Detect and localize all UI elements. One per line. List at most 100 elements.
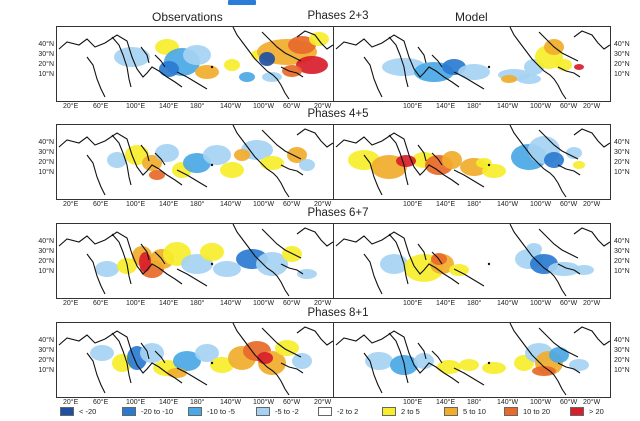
- longitude-label: 20°W: [314, 103, 332, 110]
- longitude-label: 20°E: [63, 399, 79, 406]
- longitude-label: 140°W: [497, 300, 519, 307]
- anomaly-blob: [299, 159, 315, 171]
- latitude-label: 20°N: [614, 61, 630, 68]
- latitude-label: 20°N: [614, 357, 630, 364]
- longitude-label: 60°W: [283, 399, 301, 406]
- legend-label: < -20: [79, 406, 97, 416]
- latitude-label: 40°N: [614, 41, 630, 48]
- anomaly-blob: [200, 243, 224, 261]
- longitude-label: 60°W: [283, 300, 301, 307]
- anomaly-blob: [257, 352, 273, 364]
- longitude-label: 60°E: [93, 300, 109, 307]
- longitude-label: 140°E: [436, 399, 456, 406]
- anomaly-blob: [501, 75, 517, 83]
- longitude-label: 100°E: [126, 103, 146, 110]
- latitude-labels: 40°N 30°N 20°N 10°N: [614, 336, 630, 376]
- longitude-label: 180°: [467, 201, 482, 208]
- anomaly-blob: [183, 45, 211, 65]
- legend-swatch: [570, 406, 584, 416]
- legend-swatch: [382, 406, 396, 416]
- latitude-label: 10°N: [38, 268, 54, 275]
- coastline: [335, 224, 610, 297]
- map-panel-observations-row3: [56, 223, 334, 299]
- anomaly-blob: [210, 357, 234, 373]
- longitude-label: 20°W: [583, 300, 601, 307]
- anomaly-blob: [173, 351, 201, 371]
- map-panel-observations-row2: [56, 124, 334, 200]
- anomaly-blob: [213, 261, 241, 277]
- longitude-label: 100°E: [403, 300, 423, 307]
- longitude-labels: 20°E 60°E 100°E 140°E 180° 140°W 100°W 60°W 20°W: [56, 399, 334, 409]
- latitude-label: 20°N: [38, 357, 54, 364]
- longitude-label: 20°W: [314, 399, 332, 406]
- anomaly-blob: [532, 366, 556, 376]
- anomaly-blob: [556, 59, 572, 71]
- anomaly-blob: [142, 155, 162, 171]
- legend-item: < -20: [60, 404, 96, 418]
- legend-item: -5 to -2: [256, 404, 299, 418]
- longitude-label: 100°W: [253, 201, 275, 208]
- latitude-labels: 40°N 30°N 20°N 10°N: [614, 138, 630, 178]
- legend-label: 5 to 10: [463, 406, 486, 416]
- legend-swatch: [504, 406, 518, 416]
- latitude-label: 40°N: [38, 238, 54, 245]
- latitude-label: 30°N: [614, 248, 630, 255]
- anomaly-blob: [139, 252, 151, 272]
- coastline: [58, 224, 333, 297]
- anomaly-blob: [288, 36, 316, 54]
- anomaly-blob: [234, 149, 250, 161]
- anomaly-blob: [262, 72, 282, 82]
- anomaly-blob: [259, 52, 275, 66]
- anomaly-blob: [458, 64, 490, 80]
- anomaly-blob: [459, 359, 479, 371]
- latitude-label: 10°N: [614, 367, 630, 374]
- anomaly-blob: [95, 261, 119, 277]
- coastline: [58, 323, 333, 396]
- longitude-label: 180°: [467, 399, 482, 406]
- anomaly-blob: [155, 144, 179, 162]
- legend-label: 2 to 5: [401, 406, 420, 416]
- anomaly-blob: [287, 147, 307, 163]
- latitude-label: 40°N: [614, 337, 630, 344]
- longitude-label: 140°E: [159, 300, 179, 307]
- latitude-labels: 40°N 30°N 20°N 10°N: [614, 40, 630, 80]
- longitude-label: 100°E: [126, 300, 146, 307]
- legend-item: 10 to 20: [504, 404, 550, 418]
- anomaly-field: [335, 125, 610, 198]
- map-panel-observations-row1: [56, 26, 334, 102]
- map-panel-model-row4: [333, 322, 611, 398]
- longitude-label: 100°W: [530, 399, 552, 406]
- island-marker: [487, 65, 491, 69]
- latitude-label: 10°N: [38, 71, 54, 78]
- coastline: [335, 323, 610, 396]
- anomaly-blob: [573, 161, 585, 169]
- latitude-label: 10°N: [38, 169, 54, 176]
- anomaly-field: [58, 125, 333, 198]
- longitude-label: 20°W: [314, 201, 332, 208]
- anomaly-blob: [548, 262, 580, 276]
- longitude-label: 140°E: [436, 201, 456, 208]
- latitude-label: 40°N: [38, 139, 54, 146]
- coastline: [58, 27, 333, 100]
- longitude-labels: 100°E 140°E 180° 140°W 100°W 60°W 20°W: [333, 201, 611, 211]
- latitude-labels: 40°N 30°N 20°N 10°N: [28, 40, 54, 80]
- coastline: [58, 125, 333, 198]
- anomaly-blob: [549, 347, 569, 363]
- anomaly-blob: [149, 170, 165, 180]
- longitude-label: 140°E: [436, 103, 456, 110]
- latitude-label: 30°N: [38, 248, 54, 255]
- anomaly-blob: [442, 151, 462, 169]
- longitude-label: 20°E: [63, 103, 79, 110]
- longitude-label: 100°W: [530, 201, 552, 208]
- longitude-label: 140°E: [159, 399, 179, 406]
- longitude-label: 100°E: [403, 399, 423, 406]
- latitude-label: 10°N: [38, 367, 54, 374]
- phase-label-3: Phases 6+7: [307, 207, 369, 219]
- anomaly-blob: [476, 158, 492, 168]
- anomaly-blob: [309, 32, 329, 46]
- anomaly-blob: [275, 340, 299, 356]
- legend-item: 2 to 5: [382, 404, 420, 418]
- anomaly-field: [58, 224, 333, 297]
- longitude-label: 140°W: [220, 201, 242, 208]
- anomaly-blob: [380, 254, 408, 274]
